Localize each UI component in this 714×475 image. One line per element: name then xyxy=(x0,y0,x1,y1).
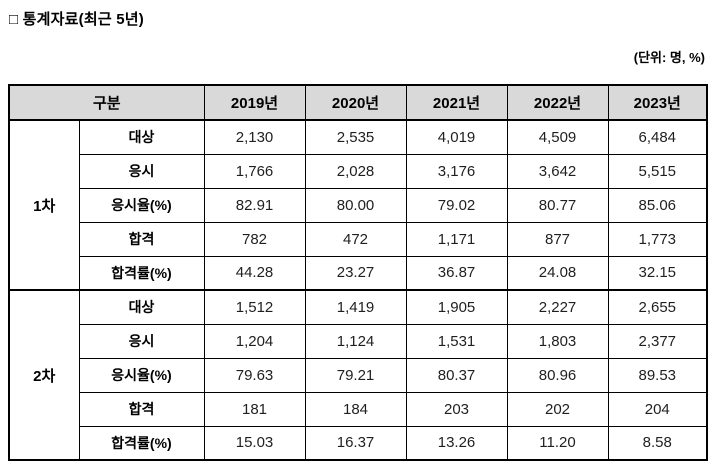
cell-value: 3,176 xyxy=(405,153,508,189)
cell-value: 85.06 xyxy=(607,187,708,223)
col-header-year-2020: 2020년 xyxy=(304,84,407,121)
cell-value: 202 xyxy=(506,391,609,427)
row-label: 응시 xyxy=(78,153,205,189)
cell-value: 23.27 xyxy=(304,255,407,291)
cell-value: 32.15 xyxy=(607,255,708,291)
cell-value: 79.02 xyxy=(405,187,508,223)
row-label: 응시율(%) xyxy=(78,357,205,393)
cell-value: 203 xyxy=(405,391,508,427)
row-label: 합격률(%) xyxy=(78,425,205,461)
cell-value: 44.28 xyxy=(203,255,306,291)
cell-value: 6,484 xyxy=(607,119,708,155)
row-label: 응시 xyxy=(78,323,205,359)
cell-value: 184 xyxy=(304,391,407,427)
cell-value: 1,512 xyxy=(203,289,306,325)
cell-value: 4,509 xyxy=(506,119,609,155)
table-row: 합격률(%) 44.28 23.27 36.87 24.08 32.15 xyxy=(9,255,708,291)
cell-value: 13.26 xyxy=(405,425,508,461)
row-label: 합격 xyxy=(78,221,205,257)
cell-value: 1,531 xyxy=(405,323,508,359)
cell-value: 877 xyxy=(506,221,609,257)
cell-value: 1,766 xyxy=(203,153,306,189)
group-header-round1: 1차 xyxy=(8,119,80,291)
cell-value: 472 xyxy=(304,221,407,257)
col-header-category: 구분 xyxy=(8,84,205,121)
cell-value: 2,377 xyxy=(607,323,708,359)
col-header-year-2019: 2019년 xyxy=(203,84,306,121)
cell-value: 82.91 xyxy=(203,187,306,223)
cell-value: 2,130 xyxy=(203,119,306,155)
group-header-round2: 2차 xyxy=(8,289,80,461)
statistics-table: 구분 2019년 2020년 2021년 2022년 2023년 1차 대상 2… xyxy=(8,84,709,461)
cell-value: 1,171 xyxy=(405,221,508,257)
cell-value: 4,019 xyxy=(405,119,508,155)
cell-value: 11.20 xyxy=(506,425,609,461)
col-header-year-2022: 2022년 xyxy=(506,84,609,121)
cell-value: 80.37 xyxy=(405,357,508,393)
table-row: 1차 대상 2,130 2,535 4,019 4,509 6,484 xyxy=(8,119,708,291)
table-row: 응시율(%) 82.91 80.00 79.02 80.77 85.06 xyxy=(9,187,708,223)
table-row: 응시 1,204 1,124 1,531 1,803 2,377 xyxy=(9,323,708,359)
cell-value: 1,124 xyxy=(304,323,407,359)
col-header-year-2023: 2023년 xyxy=(607,84,708,121)
cell-value: 1,419 xyxy=(304,289,407,325)
cell-value: 5,515 xyxy=(607,153,708,189)
table-row: 응시 1,766 2,028 3,176 3,642 5,515 xyxy=(9,153,708,189)
cell-value: 1,803 xyxy=(506,323,609,359)
table-row: 2차 대상 1,512 1,419 1,905 2,227 2,655 xyxy=(8,289,708,461)
cell-value: 204 xyxy=(607,391,708,427)
table-row: 합격 181 184 203 202 204 xyxy=(9,391,708,427)
cell-value: 1,905 xyxy=(405,289,508,325)
cell-value: 79.63 xyxy=(203,357,306,393)
cell-value: 16.37 xyxy=(304,425,407,461)
unit-label: (단위: 명, %) xyxy=(633,50,705,65)
col-header-year-2021: 2021년 xyxy=(405,84,508,121)
cell-value: 80.00 xyxy=(304,187,407,223)
cell-value: 80.96 xyxy=(506,357,609,393)
cell-value: 2,655 xyxy=(607,289,708,325)
table-row: 응시율(%) 79.63 79.21 80.37 80.96 89.53 xyxy=(9,357,708,393)
cell-value: 79.21 xyxy=(304,357,407,393)
row-label: 합격 xyxy=(78,391,205,427)
cell-value: 3,642 xyxy=(506,153,609,189)
page-title: □ 통계자료(최근 5년) xyxy=(9,11,144,28)
cell-value: 15.03 xyxy=(203,425,306,461)
header-row: 구분 2019년 2020년 2021년 2022년 2023년 xyxy=(8,84,708,121)
cell-value: 782 xyxy=(203,221,306,257)
row-label: 대상 xyxy=(78,119,205,155)
cell-value: 181 xyxy=(203,391,306,427)
cell-value: 1,773 xyxy=(607,221,708,257)
cell-value: 36.87 xyxy=(405,255,508,291)
cell-value: 8.58 xyxy=(607,425,708,461)
cell-value: 80.77 xyxy=(506,187,609,223)
row-label: 응시율(%) xyxy=(78,187,205,223)
cell-value: 24.08 xyxy=(506,255,609,291)
cell-value: 2,227 xyxy=(506,289,609,325)
cell-value: 2,535 xyxy=(304,119,407,155)
table-row: 합격 782 472 1,171 877 1,773 xyxy=(9,221,708,257)
cell-value: 1,204 xyxy=(203,323,306,359)
table-row: 합격률(%) 15.03 16.37 13.26 11.20 8.58 xyxy=(9,425,708,461)
cell-value: 89.53 xyxy=(607,357,708,393)
cell-value: 2,028 xyxy=(304,153,407,189)
row-label: 합격률(%) xyxy=(78,255,205,291)
row-label: 대상 xyxy=(78,289,205,325)
